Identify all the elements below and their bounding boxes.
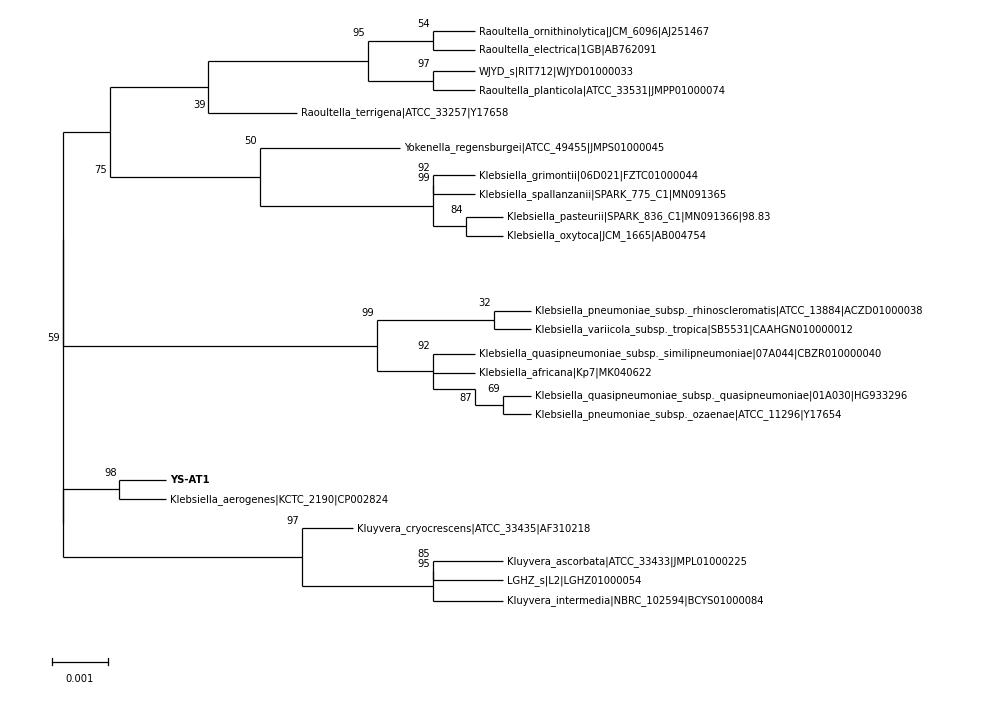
Text: 50: 50	[244, 136, 257, 146]
Text: 95: 95	[352, 28, 365, 38]
Text: 85: 85	[418, 549, 430, 559]
Text: 59: 59	[48, 334, 60, 344]
Text: Klebsiella_quasipneumoniae_subsp._similipneumoniae|07A044|CBZR010000040: Klebsiella_quasipneumoniae_subsp._simili…	[479, 348, 881, 359]
Text: 98: 98	[104, 467, 117, 477]
Text: 87: 87	[460, 393, 472, 403]
Text: 84: 84	[451, 205, 463, 215]
Text: 97: 97	[417, 59, 430, 69]
Text: Klebsiella_grimontii|06D021|FZTC01000044: Klebsiella_grimontii|06D021|FZTC01000044	[479, 170, 698, 181]
Text: 92: 92	[417, 341, 430, 351]
Text: Raoultella_ornithinolytica|JCM_6096|AJ251467: Raoultella_ornithinolytica|JCM_6096|AJ25…	[479, 25, 709, 37]
Text: Klebsiella_africana|Kp7|MK040622: Klebsiella_africana|Kp7|MK040622	[479, 368, 652, 378]
Text: 97: 97	[286, 516, 299, 526]
Text: 32: 32	[478, 298, 491, 308]
Text: Kluyvera_cryocrescens|ATCC_33435|AF310218: Kluyvera_cryocrescens|ATCC_33435|AF31021…	[357, 522, 590, 534]
Text: Kluyvera_intermedia|NBRC_102594|BCYS01000084: Kluyvera_intermedia|NBRC_102594|BCYS0100…	[507, 595, 764, 607]
Text: Raoultella_planticola|ATCC_33531|JMPP01000074: Raoultella_planticola|ATCC_33531|JMPP010…	[479, 85, 725, 95]
Text: Klebsiella_quasipneumoniae_subsp._quasipneumoniae|01A030|HG933296: Klebsiella_quasipneumoniae_subsp._quasip…	[535, 390, 907, 402]
Text: 0.001: 0.001	[66, 674, 94, 684]
Text: Klebsiella_pneumoniae_subsp._ozaenae|ATCC_11296|Y17654: Klebsiella_pneumoniae_subsp._ozaenae|ATC…	[535, 409, 842, 420]
Text: 39: 39	[193, 100, 205, 110]
Text: 54: 54	[418, 19, 430, 29]
Text: Klebsiella_pneumoniae_subsp._rhinoscleromatis|ATCC_13884|ACZD01000038: Klebsiella_pneumoniae_subsp._rhinosclero…	[535, 305, 923, 316]
Text: 69: 69	[488, 384, 500, 394]
Text: Klebsiella_aerogenes|KCTC_2190|CP002824: Klebsiella_aerogenes|KCTC_2190|CP002824	[170, 493, 388, 505]
Text: Yokenella_regensburgei|ATCC_49455|JMPS01000045: Yokenella_regensburgei|ATCC_49455|JMPS01…	[404, 142, 664, 153]
Text: Klebsiella_variicola_subsp._tropica|SB5531|CAAHGN010000012: Klebsiella_variicola_subsp._tropica|SB55…	[535, 324, 853, 334]
Text: Klebsiella_spallanzanii|SPARK_775_C1|MN091365: Klebsiella_spallanzanii|SPARK_775_C1|MN0…	[479, 189, 726, 199]
Text: 75: 75	[94, 165, 107, 175]
Text: Klebsiella_oxytoca|JCM_1665|AB004754: Klebsiella_oxytoca|JCM_1665|AB004754	[507, 230, 706, 241]
Text: YS-AT1: YS-AT1	[170, 474, 210, 484]
Text: 92: 92	[417, 163, 430, 173]
Text: Raoultella_terrigena|ATCC_33257|Y17658: Raoultella_terrigena|ATCC_33257|Y17658	[301, 107, 508, 119]
Text: LGHZ_s|L2|LGHZ01000054: LGHZ_s|L2|LGHZ01000054	[507, 575, 641, 585]
Text: Klebsiella_pasteurii|SPARK_836_C1|MN091366|98.83: Klebsiella_pasteurii|SPARK_836_C1|MN0913…	[507, 211, 770, 223]
Text: 95: 95	[417, 559, 430, 568]
Text: 99: 99	[417, 173, 430, 182]
Text: Raoultella_electrica|1GB|AB762091: Raoultella_electrica|1GB|AB762091	[479, 45, 657, 55]
Text: 99: 99	[361, 308, 374, 318]
Text: WJYD_s|RIT712|WJYD01000033: WJYD_s|RIT712|WJYD01000033	[479, 66, 634, 77]
Text: Kluyvera_ascorbata|ATCC_33433|JMPL01000225: Kluyvera_ascorbata|ATCC_33433|JMPL010002…	[507, 556, 747, 567]
